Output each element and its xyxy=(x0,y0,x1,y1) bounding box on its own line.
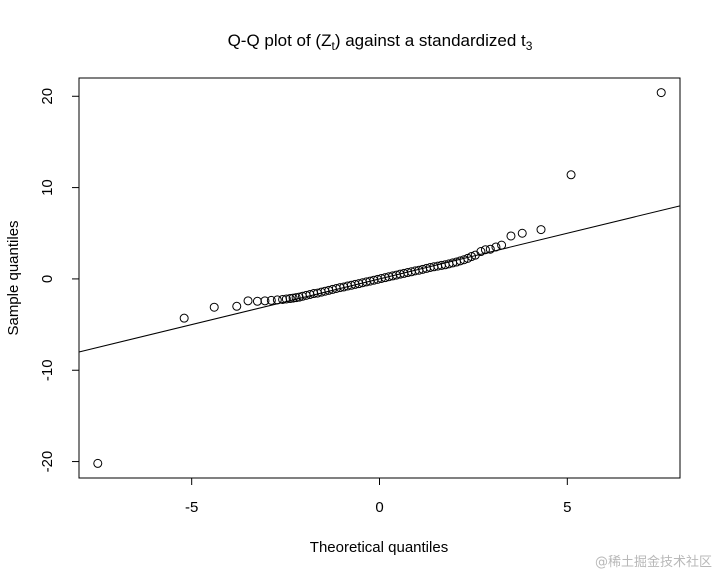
data-point xyxy=(517,228,527,238)
data-point xyxy=(272,295,282,305)
data-point xyxy=(497,240,507,250)
data-point xyxy=(288,293,298,303)
data-point xyxy=(252,296,262,306)
data-point xyxy=(291,293,301,303)
data-point xyxy=(285,294,295,304)
watermark: @稀土掘金技术社区 xyxy=(594,555,712,570)
y-tick-label: 20 xyxy=(39,88,56,105)
data-point xyxy=(93,458,103,468)
y-tick-label: 0 xyxy=(39,275,56,283)
plot-frame xyxy=(78,77,681,479)
data-points xyxy=(93,88,666,468)
title-main: Q-Q plot of (Z xyxy=(228,31,332,50)
data-point xyxy=(294,292,304,302)
data-point xyxy=(459,255,469,265)
title-middle: ) against a standardized t xyxy=(335,31,526,50)
data-point xyxy=(260,296,270,306)
x-tick-label: 5 xyxy=(563,499,571,516)
title-subscript-3: 3 xyxy=(526,39,533,53)
title-subscript-t: t xyxy=(331,39,335,53)
data-point xyxy=(656,88,666,98)
chart-title: Q-Q plot of (Zt) against a standardized … xyxy=(228,31,533,53)
x-tick-label: 0 xyxy=(375,499,383,516)
reference-line xyxy=(78,205,681,353)
data-point xyxy=(476,247,486,257)
y-tick-label: -20 xyxy=(39,451,56,473)
data-point xyxy=(491,242,501,252)
data-point xyxy=(281,294,291,304)
data-point xyxy=(566,170,576,180)
data-point xyxy=(467,252,477,262)
x-tick-label: -5 xyxy=(185,499,198,516)
x-axis-label: Theoretical quantiles xyxy=(310,539,448,556)
data-point xyxy=(536,225,546,235)
y-axis: -20 -10 0 10 20 xyxy=(39,88,80,473)
data-point xyxy=(179,313,189,323)
reference-line-group xyxy=(78,205,681,353)
y-axis-label: Sample quantiles xyxy=(5,220,22,335)
data-point xyxy=(485,244,495,254)
x-axis: -5 0 5 xyxy=(185,477,571,516)
data-point xyxy=(266,295,276,305)
data-point xyxy=(209,302,219,312)
data-point xyxy=(480,245,490,255)
data-point xyxy=(506,231,516,241)
y-tick-label: 10 xyxy=(39,179,56,196)
data-point xyxy=(232,301,242,311)
y-tick-label: -10 xyxy=(39,359,56,381)
data-point xyxy=(243,296,253,306)
